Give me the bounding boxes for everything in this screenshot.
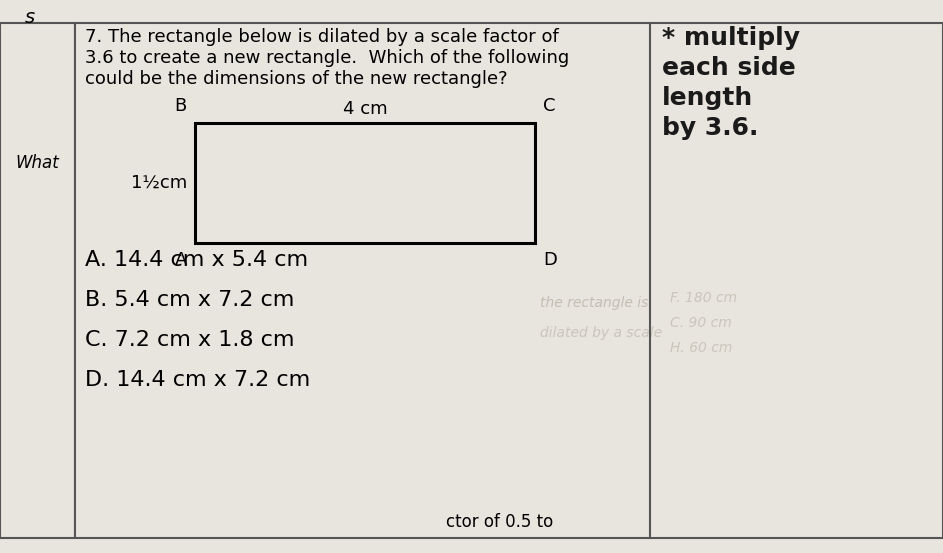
Text: What: What [16, 154, 59, 172]
Text: A: A [174, 251, 187, 269]
Text: B. 5.4 cm x 7.2 cm: B. 5.4 cm x 7.2 cm [85, 290, 294, 310]
Text: 1½cm: 1½cm [131, 174, 187, 192]
Text: by 3.6.: by 3.6. [662, 116, 758, 140]
Text: D. 14.4 cm x 7.2 cm: D. 14.4 cm x 7.2 cm [85, 370, 310, 390]
Text: B: B [174, 97, 187, 115]
Text: 4 cm: 4 cm [342, 100, 388, 118]
Text: dilated by a scale: dilated by a scale [540, 326, 662, 340]
Text: A. 14.4 cm x 5.4 cm: A. 14.4 cm x 5.4 cm [85, 250, 308, 270]
Text: s: s [25, 8, 35, 27]
Text: ctor of 0.5 to: ctor of 0.5 to [446, 513, 554, 531]
Text: the rectangle is: the rectangle is [540, 296, 649, 310]
Text: F. 180 cm: F. 180 cm [670, 291, 737, 305]
Text: C. 7.2 cm x 1.8 cm: C. 7.2 cm x 1.8 cm [85, 330, 294, 350]
Bar [0, 23, 75, 538]
Text: could be the dimensions of the new rectangle?: could be the dimensions of the new recta… [85, 70, 507, 88]
Bar [195, 123, 535, 243]
Text: each side: each side [662, 56, 796, 80]
Text: C. 90 cm: C. 90 cm [670, 316, 732, 330]
Text: H. 60 cm: H. 60 cm [670, 341, 733, 355]
Text: length: length [662, 86, 753, 110]
Text: 7. The rectangle below is dilated by a scale factor of: 7. The rectangle below is dilated by a s… [85, 28, 559, 46]
Text: C: C [543, 97, 555, 115]
Text: * multiply: * multiply [662, 26, 800, 50]
Text: 3.6 to create a new rectangle.  Which of the following: 3.6 to create a new rectangle. Which of … [85, 49, 570, 67]
Text: D: D [543, 251, 557, 269]
